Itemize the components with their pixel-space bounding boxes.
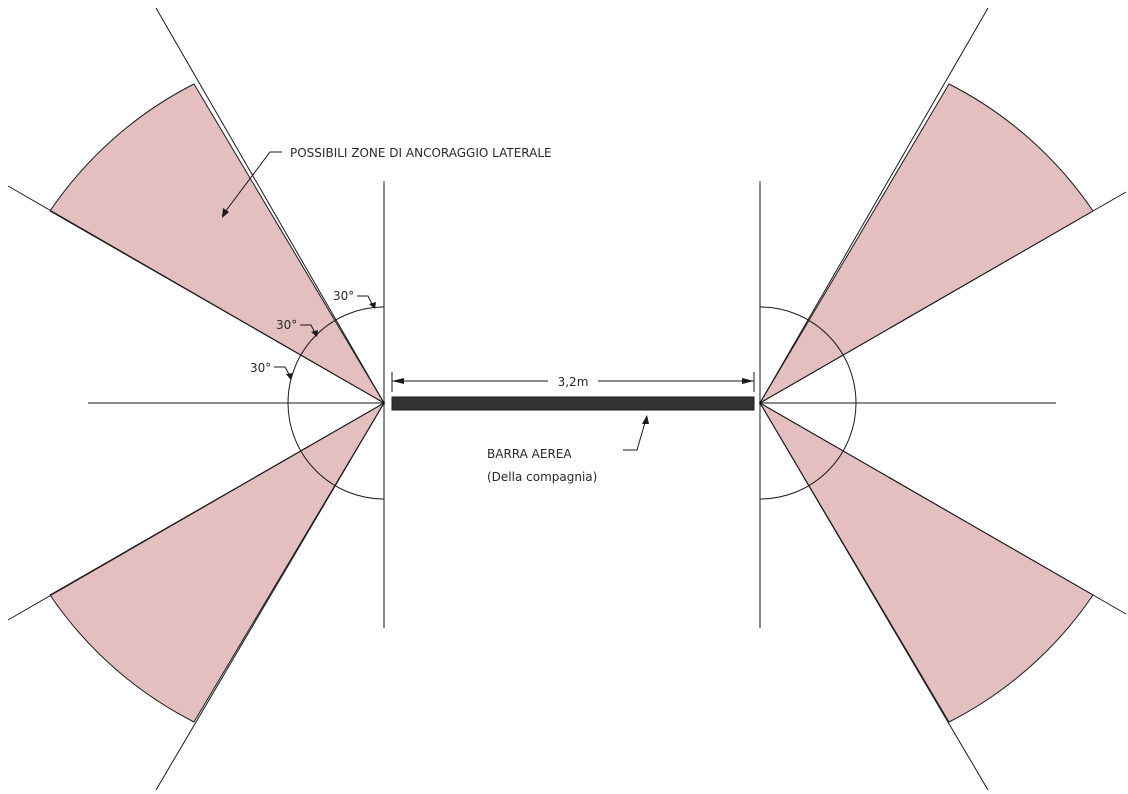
ray-left-lower-150 <box>7 402 385 621</box>
bar-leader <box>623 418 647 451</box>
angle-arrowhead-mid <box>311 330 318 337</box>
angle-leader-mid <box>300 324 316 334</box>
ray-right-upper-30 <box>759 191 1127 404</box>
arc-right <box>759 306 857 500</box>
ray-left-lower-120 <box>155 402 385 791</box>
bar-sub-label: (Della compagnia) <box>487 470 597 484</box>
angle-label-low: 30° <box>250 361 271 375</box>
sector-right-upper <box>758 83 1094 405</box>
sector-left-lower <box>49 401 386 723</box>
angle-arrowhead-top <box>369 302 376 309</box>
ray-right-lower-30 <box>759 402 1127 615</box>
zones-label: POSSIBILI ZONE DI ANCORAGGIO LATERALE <box>290 146 552 160</box>
zones-arrowhead <box>222 208 229 218</box>
angle-arrowhead-low <box>286 373 293 380</box>
arc-left <box>287 306 385 500</box>
ray-right-lower-60 <box>759 402 989 791</box>
dimension-arrow-right <box>742 378 754 384</box>
ray-left-upper-120 <box>155 7 385 404</box>
aerial-bar <box>391 396 755 411</box>
bar-name-label: BARRA AEREA <box>487 447 572 461</box>
bar-arrowhead <box>642 415 649 424</box>
angle-label-top: 30° <box>333 289 354 303</box>
angle-leader-low <box>274 366 291 377</box>
sector-left-upper <box>49 83 386 405</box>
dimension-label: 3,2m <box>558 375 589 389</box>
sector-right-lower <box>758 401 1094 723</box>
ray-right-upper-60 <box>759 7 989 404</box>
angle-label-mid: 30° <box>276 318 297 332</box>
ray-left-upper-150 <box>7 185 385 404</box>
dimension-arrow-left <box>392 378 404 384</box>
zones-leader <box>221 151 282 217</box>
angle-leader-top <box>357 295 374 307</box>
